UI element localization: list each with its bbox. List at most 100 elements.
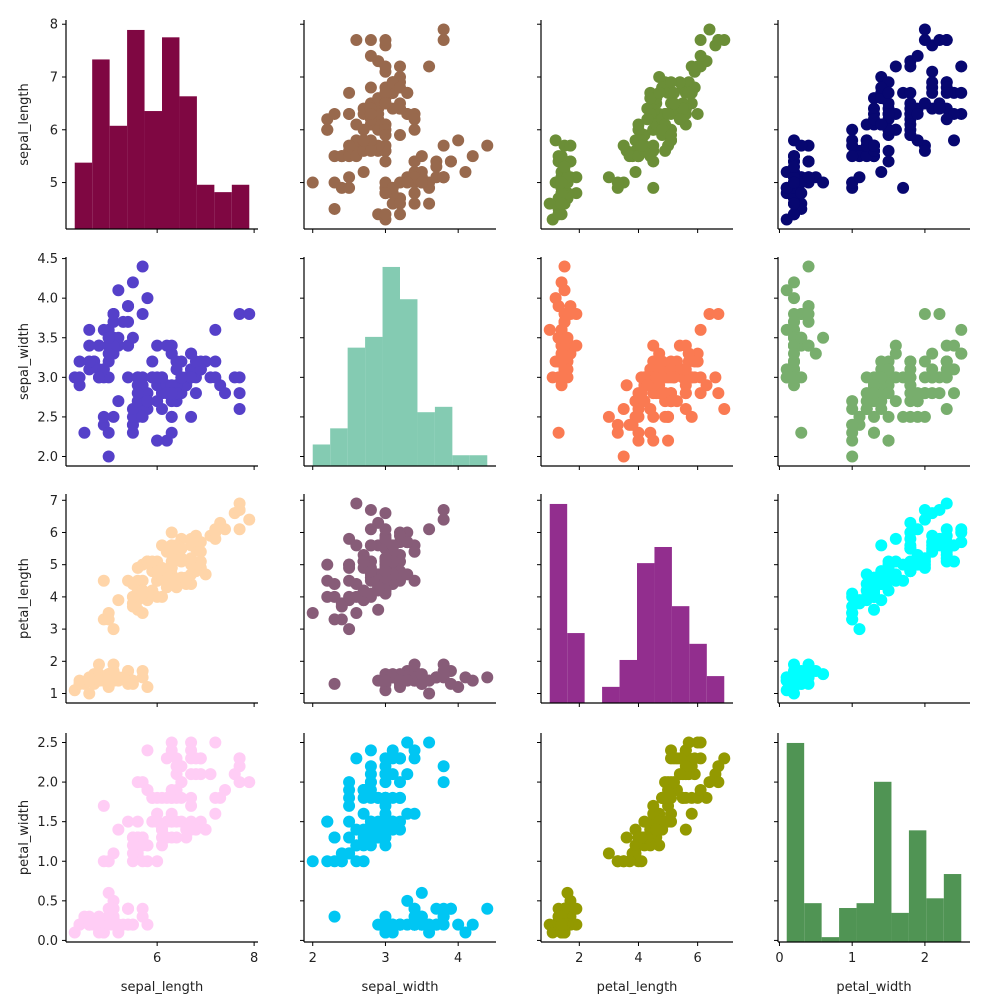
scatter-point — [102, 450, 115, 463]
scatter-point — [151, 855, 164, 868]
scatter-point — [185, 568, 198, 581]
scatter-point — [92, 658, 105, 671]
scatter-point — [679, 387, 692, 400]
scatter-point — [394, 197, 406, 210]
scatter-point — [712, 308, 725, 320]
scatter-point — [853, 171, 866, 184]
scatter-point — [694, 34, 707, 47]
scatter-point — [665, 129, 678, 142]
scatter-point — [97, 410, 110, 423]
x-axis-label: sepal_width — [362, 980, 439, 995]
scatter-point — [126, 677, 139, 690]
scatter-point — [846, 613, 859, 626]
scatter-point — [379, 86, 392, 99]
histogram-bar — [179, 96, 197, 229]
scatter-point — [117, 918, 130, 931]
histogram-bar — [312, 444, 331, 466]
scatter-point — [112, 594, 125, 607]
scatter-point — [846, 600, 859, 613]
scatter-point — [679, 403, 692, 415]
scatter-point — [918, 371, 931, 384]
scatter-point — [131, 387, 144, 400]
scatter-point — [343, 623, 356, 636]
scatter-point — [635, 387, 648, 400]
scatter-point — [897, 181, 910, 194]
scatter-point — [882, 363, 895, 376]
scatter-point — [940, 113, 953, 126]
scatter-point — [131, 776, 144, 789]
scatter-point — [926, 76, 939, 89]
scatter-point — [321, 558, 334, 571]
panel-petal_width-vs-petal_length: 2 4 6 petal_length — [537, 733, 733, 995]
scatter-point — [911, 523, 924, 536]
scatter-point — [175, 552, 188, 565]
scatter-point — [379, 674, 392, 687]
y-tick-label: 2.5 — [37, 736, 58, 751]
scatter-point — [846, 403, 859, 415]
scatter-point — [233, 403, 246, 415]
scatter-point — [343, 171, 356, 184]
scatter-point — [882, 155, 895, 168]
scatter-point — [481, 139, 494, 152]
scatter-point — [364, 539, 377, 552]
y-tick-label: 2.0 — [37, 450, 58, 465]
scatter-point — [185, 815, 198, 828]
histogram-bar — [434, 406, 453, 466]
scatter-point — [136, 308, 149, 320]
histogram-bar — [891, 912, 909, 942]
scatter-point — [955, 86, 968, 99]
scatter-point — [868, 603, 880, 616]
y-tick-label: 1.0 — [37, 855, 58, 870]
scatter-point — [141, 744, 154, 757]
scatter-point — [882, 86, 895, 99]
scatter-point — [570, 339, 583, 352]
scatter-point — [165, 426, 178, 439]
scatter-point — [558, 260, 571, 273]
scatter-point — [437, 902, 450, 915]
scatter-point — [102, 347, 115, 360]
scatter-point — [185, 410, 198, 423]
scatter-point — [357, 807, 370, 820]
scatter-point — [632, 118, 645, 131]
scatter-point — [656, 123, 669, 136]
scatter-point — [415, 886, 428, 899]
scatter-point — [160, 339, 173, 352]
scatter-point — [401, 86, 414, 99]
scatter-point — [688, 752, 701, 765]
scatter-point — [170, 542, 183, 555]
panel-sepal_width-vs-sepal_length: 2.0 2.5 3.0 3.5 4.0 4.5 sepal_width — [17, 252, 258, 470]
scatter-point — [364, 34, 377, 47]
scatter-point — [611, 855, 624, 868]
scatter-point — [682, 86, 695, 99]
scatter-point — [918, 34, 931, 47]
x-tick-label: 6 — [153, 951, 161, 966]
scatter-point — [92, 371, 105, 384]
scatter-point — [875, 403, 888, 415]
scatter-point — [117, 671, 130, 684]
scatter-point — [703, 776, 716, 789]
histogram-bar — [671, 606, 690, 703]
scatter-point — [136, 260, 149, 273]
histogram-bar — [347, 347, 366, 466]
scatter-point — [194, 768, 207, 781]
scatter-point — [112, 284, 125, 297]
scatter-point — [379, 910, 392, 923]
scatter-point — [165, 526, 178, 539]
scatter-point — [788, 197, 800, 210]
scatter-point — [659, 144, 672, 157]
scatter-point — [602, 171, 615, 184]
scatter-point — [408, 123, 421, 136]
scatter-point — [437, 23, 450, 36]
scatter-point — [364, 503, 377, 516]
scatter-point — [165, 387, 178, 400]
scatter-point — [788, 208, 800, 221]
scatter-point — [602, 847, 615, 860]
scatter-point — [676, 102, 689, 115]
scatter-point — [209, 371, 222, 384]
scatter-point — [904, 86, 917, 99]
scatter-point — [379, 776, 392, 789]
scatter-point — [415, 668, 428, 681]
scatter-point — [555, 197, 568, 210]
y-axis-label: sepal_length — [17, 83, 32, 166]
histogram-bar — [92, 59, 110, 229]
